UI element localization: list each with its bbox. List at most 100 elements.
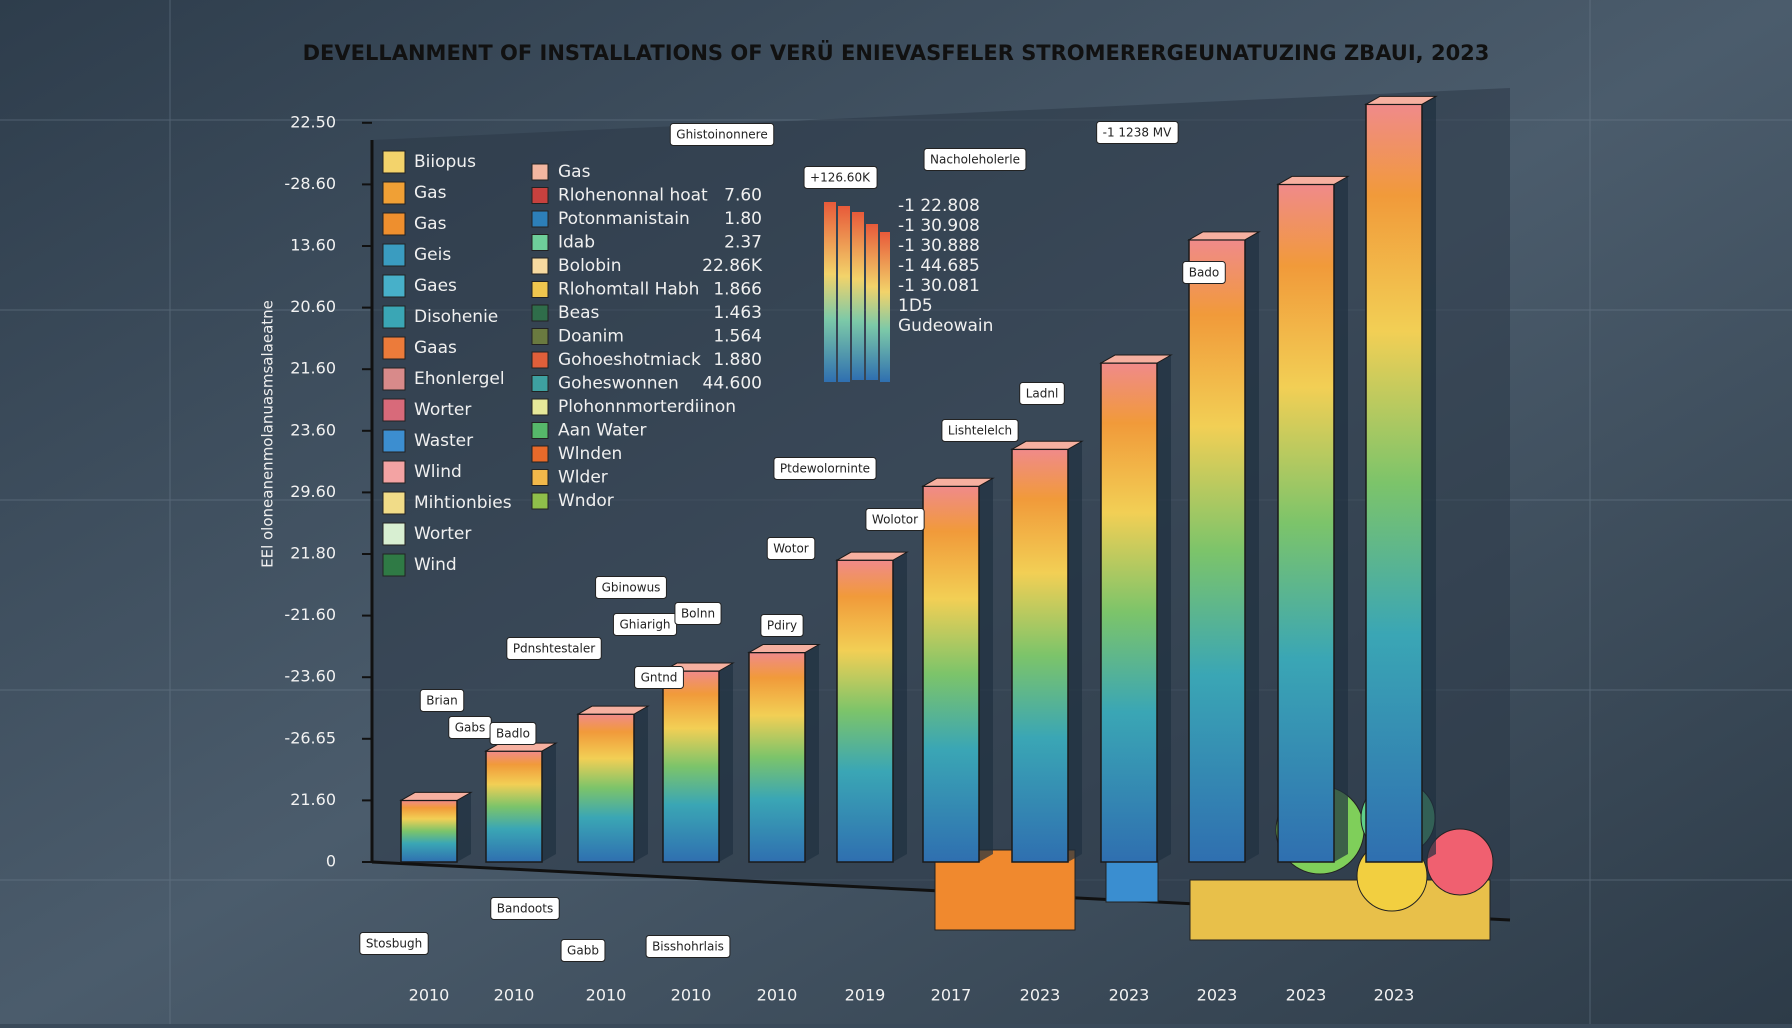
annotation: Stosbugh xyxy=(359,932,429,955)
legend-label: Gas xyxy=(414,183,447,203)
legend-label: Wndor xyxy=(558,491,614,511)
legend-label: Mihtionbies xyxy=(414,493,512,513)
bar-top xyxy=(399,791,473,801)
bar-top xyxy=(1187,231,1261,241)
legend-swatch xyxy=(382,181,406,205)
annotation-text: Stosbugh xyxy=(366,937,422,951)
bar-side xyxy=(805,644,819,862)
annotation: Wolotor xyxy=(865,508,925,531)
annotation-text: Nacholeholerle xyxy=(930,153,1020,167)
bar-side xyxy=(457,792,471,862)
bar xyxy=(1365,103,1423,863)
annotation-text: Ghiarigh xyxy=(619,618,670,632)
bar xyxy=(400,799,458,863)
annotation: Badlo xyxy=(489,722,537,745)
annotation-text: Ghistoinonnere xyxy=(676,128,767,142)
bar xyxy=(748,651,806,863)
annotation-box xyxy=(766,537,816,560)
annotation-box xyxy=(419,689,465,712)
annotation-box xyxy=(506,637,602,660)
legend-swatch xyxy=(531,375,549,392)
legend-label: Wind xyxy=(414,555,457,575)
mini-value: -1 30.888 xyxy=(898,236,980,256)
x-tick-label: 2017 xyxy=(931,986,972,1005)
bar xyxy=(662,670,720,863)
legend-swatch xyxy=(531,210,549,228)
annotation-text: Gabs xyxy=(455,721,486,735)
annotation: Bado xyxy=(1182,261,1226,284)
annotation: Lishtelelch xyxy=(941,419,1019,442)
bar-side xyxy=(1422,96,1436,862)
bar-top xyxy=(576,705,650,715)
annotation: Gntnd xyxy=(634,666,684,689)
legend-swatch xyxy=(382,553,406,577)
legend-swatch xyxy=(531,304,549,322)
annotation-text: Ladnl xyxy=(1026,387,1059,401)
annotation: Gabb xyxy=(560,939,606,962)
y-axis-title: EEl oloneanenmolanuasmsalaeatne xyxy=(259,300,277,568)
bar xyxy=(1277,183,1335,863)
y-tick-label: -26.65 xyxy=(284,728,336,747)
legend-value: 7.60 xyxy=(724,186,762,206)
annotation-box xyxy=(941,419,1019,442)
y-tick-label: -28.60 xyxy=(284,174,336,193)
legend-swatch xyxy=(382,460,406,484)
legend-swatch xyxy=(531,187,549,204)
bar-side xyxy=(634,706,648,862)
annotation-text: -1 1238 MV xyxy=(1103,126,1172,140)
y-tick-label: 22.50 xyxy=(290,112,336,131)
annotation: Pdnshtestaler xyxy=(506,637,602,660)
legend-label: Worter xyxy=(414,524,471,544)
annotation-text: Ptdewolorninte xyxy=(780,462,870,476)
annotation-box xyxy=(803,166,878,189)
legend-label: Plohonnmorterdiinon xyxy=(558,397,736,417)
legend-swatch xyxy=(382,150,406,174)
annotation-text: Bado xyxy=(1189,266,1220,280)
bar-top xyxy=(921,477,995,487)
legend-label: Idab xyxy=(558,233,595,253)
legend-label: Gaas xyxy=(414,338,457,358)
x-tick-label: 2019 xyxy=(845,986,886,1005)
legend-swatch xyxy=(382,522,406,546)
bar-side xyxy=(1068,441,1082,862)
annotation-text: Gntnd xyxy=(641,671,678,685)
legend-swatch xyxy=(382,398,406,422)
annotation-box xyxy=(645,935,731,958)
annotation-box xyxy=(674,602,722,625)
legend-swatch xyxy=(531,351,549,369)
x-tick-label: 2023 xyxy=(1197,986,1238,1005)
legend-swatch xyxy=(382,367,406,391)
mini-value: Gudeowain xyxy=(898,316,993,336)
x-tick-label: 2023 xyxy=(1374,986,1415,1005)
legend-value: 1.80 xyxy=(724,209,762,229)
annotation-box xyxy=(760,614,804,637)
mini-value: 1D5 xyxy=(898,296,933,316)
legend-swatch xyxy=(531,163,549,181)
legend-value: 1.564 xyxy=(713,327,762,347)
bar-top xyxy=(835,551,909,561)
annotation-box xyxy=(359,932,429,955)
bar-side xyxy=(1334,176,1348,862)
bar xyxy=(836,559,894,863)
x-tick-label: 2023 xyxy=(1020,986,1061,1005)
legend-label: Potonmanistain xyxy=(558,209,690,229)
y-tick-label: 29.60 xyxy=(290,482,336,501)
y-tick-label: 21.80 xyxy=(290,544,336,563)
y-tick-label: 20.60 xyxy=(290,297,336,316)
legend-swatch xyxy=(382,274,406,298)
bar xyxy=(1100,362,1158,863)
bar-side xyxy=(893,552,907,862)
annotation-text: Lishtelelch xyxy=(948,424,1012,438)
legend-swatch xyxy=(382,243,406,267)
annotation: Gbinowus xyxy=(595,576,667,599)
bar-top xyxy=(1010,440,1084,450)
annotation-text: Gabb xyxy=(567,944,599,958)
bar-side xyxy=(979,478,993,862)
annotation: Gabs xyxy=(448,716,492,739)
y-tick-label: 21.60 xyxy=(290,359,336,378)
annotation-text: Bolnn xyxy=(681,607,715,621)
legend-label: Goheswonnen xyxy=(558,374,679,394)
annotation-box xyxy=(865,508,925,531)
legend-label: Aan Water xyxy=(558,421,646,441)
annotation: -1 1238 MV xyxy=(1096,121,1179,144)
